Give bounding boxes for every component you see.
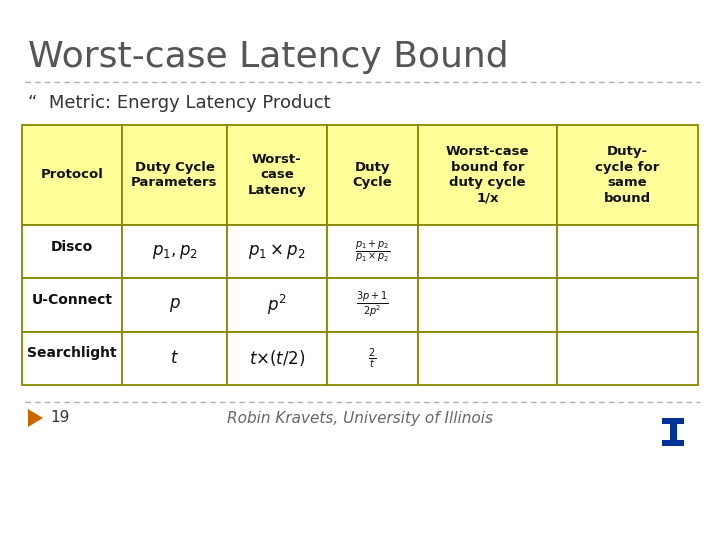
Bar bbox=[557, 125, 698, 225]
Bar bbox=[557, 225, 698, 278]
Bar bbox=[557, 332, 698, 385]
Bar bbox=[227, 125, 327, 225]
Bar bbox=[22, 125, 122, 225]
Text: 19: 19 bbox=[50, 410, 69, 426]
Text: $t$: $t$ bbox=[170, 349, 179, 367]
Bar bbox=[122, 225, 227, 278]
Bar bbox=[22, 225, 122, 278]
Bar bbox=[227, 225, 327, 278]
Text: Robin Kravets, University of Illinois: Robin Kravets, University of Illinois bbox=[227, 410, 493, 426]
Text: Worst-
case
Latency: Worst- case Latency bbox=[248, 153, 306, 197]
Text: $p$: $p$ bbox=[168, 296, 180, 314]
Text: $\frac{3p+1}{2p^2}$: $\frac{3p+1}{2p^2}$ bbox=[356, 290, 389, 320]
Text: Duty-
cycle for
same
bound: Duty- cycle for same bound bbox=[595, 145, 660, 205]
Bar bbox=[22, 332, 122, 385]
Text: $\frac{2}{t}$: $\frac{2}{t}$ bbox=[369, 346, 377, 370]
Text: Worst-case
bound for
duty cycle
1/x: Worst-case bound for duty cycle 1/x bbox=[446, 145, 529, 205]
Text: “  Metric: Energy Latency Product: “ Metric: Energy Latency Product bbox=[28, 94, 330, 112]
Text: Disco: Disco bbox=[51, 240, 93, 254]
Bar bbox=[122, 125, 227, 225]
Text: Protocol: Protocol bbox=[40, 168, 104, 181]
Bar bbox=[327, 278, 418, 332]
Bar bbox=[227, 332, 327, 385]
Text: $\frac{p_1+p_2}{p_1 \times p_2}$: $\frac{p_1+p_2}{p_1 \times p_2}$ bbox=[355, 239, 390, 265]
Bar bbox=[418, 332, 557, 385]
Bar bbox=[418, 278, 557, 332]
Bar bbox=[227, 278, 327, 332]
Bar bbox=[122, 332, 227, 385]
Bar bbox=[662, 440, 684, 446]
Bar bbox=[327, 332, 418, 385]
Bar bbox=[122, 278, 227, 332]
Text: $t{\times}(t/2)$: $t{\times}(t/2)$ bbox=[249, 348, 305, 368]
Bar bbox=[327, 225, 418, 278]
Bar bbox=[22, 278, 122, 332]
Polygon shape bbox=[28, 409, 43, 427]
Bar bbox=[418, 125, 557, 225]
Text: Searchlight: Searchlight bbox=[27, 346, 117, 360]
Bar bbox=[557, 278, 698, 332]
Bar bbox=[327, 125, 418, 225]
Text: Duty Cycle
Parameters: Duty Cycle Parameters bbox=[131, 161, 217, 189]
Text: $p_1 \times p_2$: $p_1 \times p_2$ bbox=[248, 242, 306, 261]
Text: $p^2$: $p^2$ bbox=[267, 293, 287, 317]
Bar bbox=[662, 418, 684, 424]
Bar bbox=[418, 225, 557, 278]
Text: $p_1, p_2$: $p_1, p_2$ bbox=[151, 242, 197, 261]
Text: Worst-case Latency Bound: Worst-case Latency Bound bbox=[28, 40, 508, 74]
Text: U-Connect: U-Connect bbox=[32, 293, 112, 307]
Bar bbox=[670, 424, 677, 440]
Text: Duty
Cycle: Duty Cycle bbox=[353, 161, 392, 189]
